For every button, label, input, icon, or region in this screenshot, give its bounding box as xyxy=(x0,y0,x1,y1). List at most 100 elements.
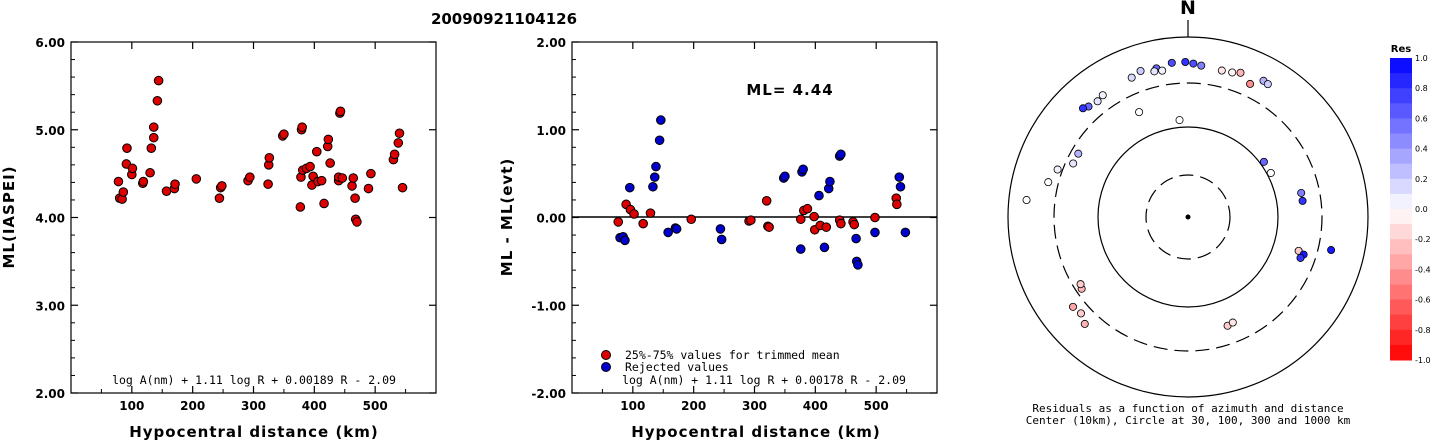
data-point xyxy=(217,181,227,191)
colorbar-cell xyxy=(1390,58,1412,74)
data-point xyxy=(138,176,149,187)
data-point xyxy=(335,106,346,117)
data-point xyxy=(337,173,348,183)
data-point xyxy=(113,176,124,187)
station-point xyxy=(1098,91,1107,100)
north-label: N xyxy=(1180,0,1196,19)
data-point xyxy=(892,199,902,210)
colorbar-tick-label: -0.2 xyxy=(1415,235,1431,244)
colorbar-cell xyxy=(1390,103,1412,119)
data-point-rejected xyxy=(663,227,673,238)
x-axis-ticks: 100 200 300 400 500 xyxy=(601,42,908,413)
station-point xyxy=(1136,66,1145,75)
plot-frame xyxy=(70,41,437,394)
colorbar-ticks: 1.0 0.8 0.6 0.4 0.2 0.0 -0.2 -0.4 -0.6 -0.8 -1.0 xyxy=(1415,54,1431,365)
data-point xyxy=(122,143,132,153)
data-point xyxy=(821,222,832,232)
data-point xyxy=(849,219,860,230)
data-point-rejected xyxy=(654,135,665,146)
data-point xyxy=(613,217,624,227)
data-point-rejected xyxy=(895,181,906,192)
data-point xyxy=(263,179,273,189)
colorbar-tick-label: -0.8 xyxy=(1415,326,1431,335)
data-point-rejected xyxy=(851,233,861,244)
colorbar-cell xyxy=(1390,254,1412,270)
station-point xyxy=(1297,188,1306,197)
station-point xyxy=(1327,246,1336,255)
station-point xyxy=(1135,108,1144,117)
station-point xyxy=(1053,165,1062,174)
colorbar-cell xyxy=(1390,88,1412,104)
station-point xyxy=(1080,319,1089,328)
colorbar-title: Res xyxy=(1391,44,1411,55)
data-point xyxy=(350,193,360,203)
data-point-rejected xyxy=(795,244,806,254)
colorbar-cell xyxy=(1390,329,1412,346)
station-point xyxy=(1150,67,1159,76)
data-point xyxy=(836,218,846,229)
data-point-rejected xyxy=(649,172,660,182)
station-points xyxy=(1022,58,1336,330)
station-point xyxy=(1044,178,1053,187)
data-point xyxy=(127,163,138,174)
data-point-rejected xyxy=(624,182,635,193)
data-point-rejected xyxy=(620,235,630,246)
colorbar-cell xyxy=(1390,163,1412,180)
colorbar-cell xyxy=(1390,299,1412,316)
data-point xyxy=(389,149,400,160)
data-point-rejected xyxy=(648,181,658,192)
station-point xyxy=(1189,59,1198,68)
colorbar-cell xyxy=(1390,133,1412,150)
x-tick-label: 100 xyxy=(620,399,645,413)
data-point xyxy=(809,211,819,222)
data-point-rejected xyxy=(825,176,835,187)
data-point xyxy=(245,172,255,182)
data-point xyxy=(148,132,159,143)
station-point xyxy=(1228,68,1237,77)
ring-100km xyxy=(1097,126,1279,308)
data-point xyxy=(153,75,164,86)
data-point xyxy=(347,181,357,191)
data-point xyxy=(761,196,772,206)
colorbar-cell xyxy=(1390,239,1412,255)
colorbar-tick-label: 0.2 xyxy=(1415,175,1428,184)
colorbar-cell xyxy=(1390,284,1412,301)
station-point xyxy=(1181,58,1190,67)
legend-label-used: 25%-75% values for trimmed mean xyxy=(625,348,840,362)
data-point xyxy=(394,128,405,139)
y-tick-label: 5.00 xyxy=(35,124,65,138)
data-point xyxy=(145,167,155,178)
data-point xyxy=(746,215,756,225)
data-point-rejected xyxy=(716,234,727,245)
x-tick-label: 400 xyxy=(302,399,327,413)
colorbar-tick-label: 0.6 xyxy=(1415,114,1428,123)
station-point xyxy=(1127,73,1136,82)
colorbar-cell xyxy=(1390,193,1412,210)
panel-ml-vs-distance: 100 200 300 400 500 2.00 3.00 4.00 5.00 6.00 log… xyxy=(0,36,437,441)
data-point-rejected xyxy=(836,149,846,160)
data-point xyxy=(295,202,306,212)
data-point xyxy=(279,129,289,139)
data-point-rejected xyxy=(656,115,666,125)
station-point xyxy=(1076,309,1085,318)
data-point xyxy=(148,122,159,132)
y-tick-label: -1.00 xyxy=(531,299,566,313)
data-point-rejected xyxy=(819,242,830,253)
x-axis-ticks: 100 200 300 400 500 xyxy=(100,42,407,413)
station-point xyxy=(1259,157,1268,166)
legend-marker-used xyxy=(601,350,611,360)
colorbar-tick-label: 1.0 xyxy=(1415,54,1428,63)
station-point xyxy=(1266,168,1275,177)
data-points xyxy=(113,75,408,227)
data-point xyxy=(638,218,648,229)
colorbar-tick-label: -1.0 xyxy=(1415,356,1431,365)
colorbar-cell xyxy=(1390,148,1412,165)
data-point xyxy=(305,161,315,172)
data-point xyxy=(363,183,374,194)
data-point xyxy=(366,168,376,179)
x-axis-label: Hypocentral distance (km) xyxy=(631,423,881,441)
station-point xyxy=(1263,80,1272,89)
data-point xyxy=(870,212,880,223)
y-tick-label: 4.00 xyxy=(35,212,65,226)
station-point xyxy=(1022,196,1031,205)
